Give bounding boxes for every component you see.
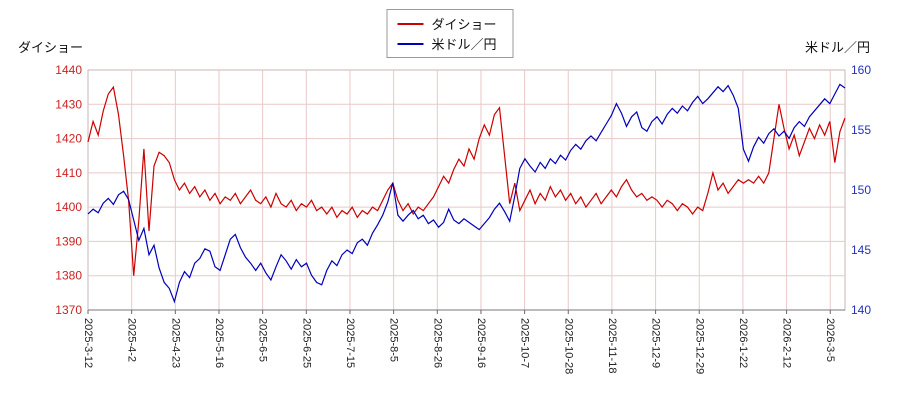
series-line-left (87, 85, 846, 276)
right-axis-tick-label: 140 (851, 303, 871, 317)
x-axis-tick-label: 2026-1-22 (737, 318, 749, 368)
legend-item-usdjpy: 米ドル／円 (397, 35, 497, 52)
x-axis-tick-label: 2025-12-9 (650, 318, 662, 368)
right-axis-tick-label: 155 (851, 123, 871, 137)
right-axis-tick-label: 145 (851, 243, 871, 257)
x-axis-tick-label: 2025-4-23 (169, 318, 181, 368)
x-axis-tick-label: 2025-10-28 (562, 318, 574, 374)
left-axis-tick-label: 1370 (55, 303, 82, 317)
left-axis-tick-label: 1410 (55, 166, 82, 180)
legend-label-usdjpy: 米ドル／円 (431, 37, 497, 52)
left-axis-tick-label: 1400 (55, 200, 82, 214)
left-axis-title: ダイショー (18, 40, 84, 55)
daisho-line-swatch-icon (397, 22, 424, 25)
plot-frame (87, 69, 846, 311)
x-axis-tick-label: 2025-7-15 (344, 318, 356, 368)
chart-legend: ダイショー 米ドル／円 (386, 9, 514, 58)
left-axis-tick-label: 1420 (55, 132, 82, 146)
x-axis-tick-label: 2025-4-2 (126, 318, 138, 362)
x-axis-tick-label: 2025-11-18 (606, 318, 618, 373)
legend-label-daisho: ダイショー (431, 17, 497, 32)
x-axis-tick-label: 2025-8-26 (431, 318, 443, 368)
x-axis-tick-label: 2025-6-25 (300, 318, 312, 368)
x-axis-tick-label: 2026-3-5 (824, 318, 836, 362)
x-axis-tick-label: 2025-8-5 (388, 318, 400, 362)
left-axis-tick-label: 1440 (55, 63, 82, 77)
left-axis-tick-label: 1380 (55, 269, 82, 283)
right-axis-title: 米ドル／円 (804, 40, 870, 55)
usdjpy-line-swatch-icon (397, 42, 424, 45)
x-axis-tick-label: 2025-6-5 (257, 318, 269, 362)
legend-item-daisho: ダイショー (397, 15, 497, 32)
x-axis-tick-label: 2025-12-29 (693, 318, 705, 374)
x-axis-tick-label: 2025-3-12 (82, 318, 94, 368)
x-axis-tick-label: 2025-10-7 (519, 318, 531, 368)
left-axis-tick-label: 1390 (55, 234, 82, 248)
x-axis-tick-label: 2026-2-12 (781, 318, 793, 368)
right-axis-tick-label: 160 (851, 63, 871, 77)
left-axis-tick-label: 1430 (55, 97, 82, 111)
right-axis-tick-label: 150 (851, 183, 871, 197)
x-axis-tick-label: 2025-5-16 (213, 318, 225, 368)
series-line-right (87, 83, 846, 304)
x-axis-tick-label: 2025-9-16 (475, 318, 487, 368)
